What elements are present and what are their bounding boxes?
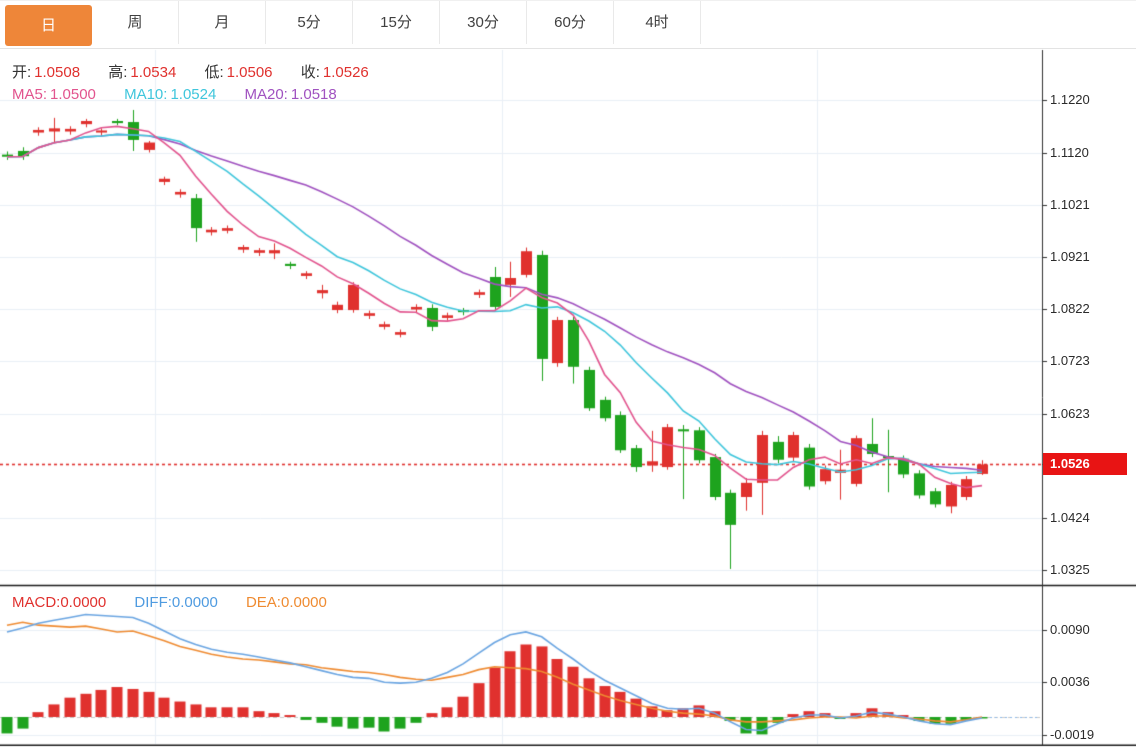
diff-label: DIFF: xyxy=(134,594,172,611)
ma5-value: 1.0500 xyxy=(50,86,96,103)
open-value: 1.0508 xyxy=(34,64,81,81)
diff-value: 0.0000 xyxy=(171,594,218,611)
close-group: 收: 1.0526 xyxy=(301,64,369,81)
high-group: 高: 1.0534 xyxy=(108,64,176,81)
ohlc-legend: 开: 1.0508 高: 1.0534 低: 1.0506 收: 1.0526 xyxy=(12,61,393,82)
ma20-group: MA20: 1.0518 xyxy=(245,86,337,103)
ma5-group: MA5: 1.0500 xyxy=(12,86,96,103)
dea-group: DEA:0.0000 xyxy=(246,594,327,611)
timeframe-tabbar: 日周月 5分 15分 30分 60分 4时 xyxy=(0,0,1136,49)
open-label: 开: xyxy=(12,64,32,81)
tab-15分[interactable]: 15分 xyxy=(353,1,440,44)
high-value: 1.0534 xyxy=(130,64,177,81)
tab-周[interactable]: 周 xyxy=(92,1,179,44)
price-tick-1.1120: 1.1120 xyxy=(1050,145,1089,160)
tab-4时[interactable]: 4时 xyxy=(614,1,701,44)
ma20-value: 1.0518 xyxy=(290,86,337,103)
ma10-value: 1.0524 xyxy=(170,86,217,103)
macd-tick-0.0036: 0.0036 xyxy=(1050,674,1090,689)
low-group: 低: 1.0506 xyxy=(204,64,272,81)
dea-value: 0.0000 xyxy=(280,594,327,611)
price-tick-1.0325: 1.0325 xyxy=(1050,562,1090,577)
close-label: 收: xyxy=(300,64,320,81)
low-value: 1.0506 xyxy=(226,64,273,81)
tab-30分[interactable]: 30分 xyxy=(440,1,527,44)
price-tick-1.0424: 1.0424 xyxy=(1050,510,1090,525)
price-tick-1.0921: 1.0921 xyxy=(1050,249,1090,264)
ma5-label: MA5: xyxy=(12,86,48,103)
tab-60分[interactable]: 60分 xyxy=(527,1,614,44)
tab-日[interactable]: 日 xyxy=(5,5,92,46)
macd-value: 0.0000 xyxy=(60,594,107,611)
price-tick-1.0623: 1.0623 xyxy=(1050,406,1090,421)
macd-label: MACD: xyxy=(12,594,61,611)
dea-label: DEA: xyxy=(245,594,281,611)
open-group: 开: 1.0508 xyxy=(12,64,80,81)
diff-group: DIFF:0.0000 xyxy=(134,594,217,611)
ma20-label: MA20: xyxy=(244,86,288,103)
price-tick-1.1220: 1.1220 xyxy=(1050,92,1090,107)
current-price-badge: 1.0526 xyxy=(1043,453,1127,475)
ma-legend: MA5: 1.0500 MA10: 1.0524 MA20: 1.0518 xyxy=(12,86,361,103)
price-tick-1.0822: 1.0822 xyxy=(1050,301,1090,316)
macd-tick--0.0019: -0.0019 xyxy=(1050,727,1095,742)
price-tick-1.1021: 1.1021 xyxy=(1050,197,1090,212)
ma10-label: MA10: xyxy=(124,86,168,103)
macd-legend: MACD:0.0000 DIFF:0.0000 DEA:0.0000 xyxy=(12,594,351,611)
macd-tick-0.0090: 0.0090 xyxy=(1050,622,1090,637)
ma10-group: MA10: 1.0524 xyxy=(124,86,216,103)
high-label: 高: xyxy=(108,64,128,81)
tab-5分[interactable]: 5分 xyxy=(266,1,353,44)
low-label: 低: xyxy=(204,64,224,81)
price-tick-1.0723: 1.0723 xyxy=(1050,353,1090,368)
macd-group: MACD:0.0000 xyxy=(12,594,106,611)
close-value: 1.0526 xyxy=(322,64,369,81)
tab-月[interactable]: 月 xyxy=(179,1,266,44)
